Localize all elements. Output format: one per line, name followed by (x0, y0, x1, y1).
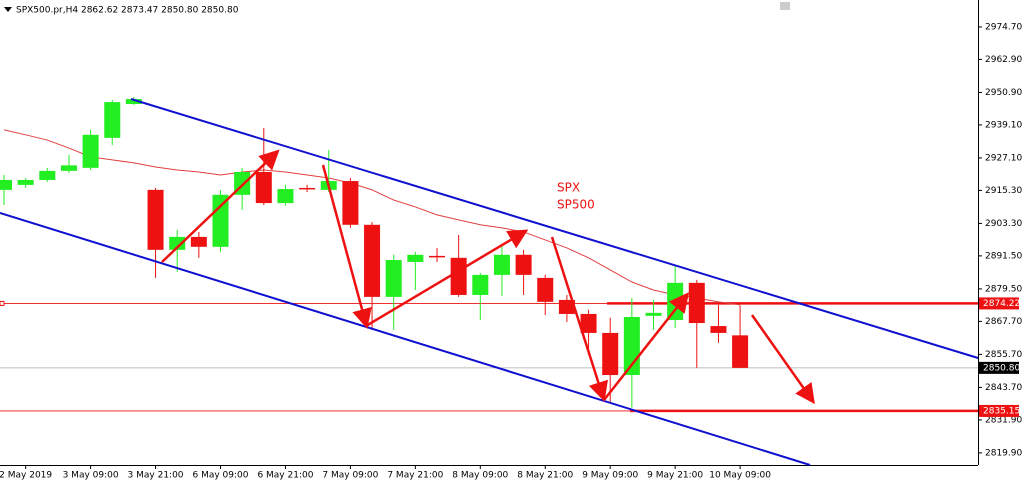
arrow (550, 236, 608, 402)
candle-body (450, 257, 467, 295)
arrows (161, 149, 815, 405)
candle-body (580, 313, 597, 333)
y-tick-label: 2950.90 (985, 88, 1022, 98)
y-tick-label: 2819.90 (985, 448, 1022, 458)
x-tick-label: 3 May 09:00 (63, 471, 119, 481)
window-icon (780, 2, 790, 10)
x-tick-label: 10 May 09:00 (709, 471, 771, 481)
moving-average (3, 129, 741, 306)
y-tick-label: 2927.10 (985, 153, 1022, 163)
y-tick-label: 2903.30 (985, 219, 1022, 229)
candle-body (104, 102, 121, 138)
y-tick-label: 2831.90 (985, 415, 1022, 425)
y-tick-label: 2843.70 (985, 383, 1022, 393)
y-tick-label: 2879.50 (985, 284, 1022, 294)
candle-body (732, 335, 749, 368)
candle-body (364, 224, 381, 297)
channel-upper (130, 98, 979, 359)
y-tick-label: 2974.70 (985, 22, 1022, 32)
candle-body (82, 134, 99, 168)
candle-body (537, 277, 554, 302)
x-tick-label: 2 May 2019 (0, 471, 52, 481)
candle-body (60, 165, 77, 171)
x-tick-label: 8 May 09:00 (452, 471, 508, 481)
candle-body (342, 181, 359, 225)
level-tag (979, 361, 1019, 374)
candle-body (277, 189, 294, 204)
y-tick-label: 2962.90 (985, 55, 1022, 65)
x-tick-label: 9 May 21:00 (647, 471, 703, 481)
arrow (365, 229, 529, 328)
candle-body (0, 179, 12, 190)
candle-body (39, 170, 56, 180)
candle-body (602, 332, 619, 376)
level-label: 2835.15 (983, 406, 1020, 416)
x-tick-label: 6 May 09:00 (193, 471, 249, 481)
arrow (750, 314, 815, 405)
candle-body (169, 236, 186, 250)
menu-marker (4, 7, 12, 12)
annotation: SPX (557, 181, 580, 195)
candle-body (558, 299, 575, 314)
candle-body (190, 236, 207, 247)
x-tick-label: 8 May 21:00 (517, 471, 573, 481)
level-tag (979, 297, 1019, 310)
candle-body (147, 189, 164, 250)
candle-body (688, 282, 705, 324)
y-tick-label: 2891.50 (985, 251, 1022, 261)
level-label: 2850.80 (983, 363, 1020, 373)
x-tick-label: 9 May 09:00 (582, 471, 638, 481)
y-tick-label: 2939.10 (985, 120, 1022, 130)
candle-body (645, 312, 662, 316)
arrow (321, 164, 372, 329)
level-anchor (0, 300, 5, 306)
candle-body (212, 194, 229, 247)
channel-lower (0, 212, 811, 466)
y-tick-label: 2855.70 (985, 350, 1022, 360)
y-tick-label: 2915.30 (985, 186, 1022, 196)
candle-body (710, 326, 727, 333)
annotation: SP500 (557, 198, 595, 212)
drawings (0, 98, 979, 466)
y-tick-label: 2867.70 (985, 317, 1022, 327)
candle-body (17, 179, 34, 185)
level-tag (979, 404, 1019, 417)
candle-body (429, 255, 445, 258)
candle-body (125, 99, 142, 105)
x-tick-label: 3 May 21:00 (128, 471, 184, 481)
x-tick-label: 6 May 21:00 (257, 471, 313, 481)
candle-body (299, 187, 316, 190)
candle-body (255, 171, 272, 204)
candle-body (407, 254, 424, 262)
candle-body (472, 274, 489, 295)
candle-body (385, 260, 402, 297)
candle-body (515, 254, 532, 275)
level-label: 2874.22 (983, 299, 1020, 309)
arrow (603, 292, 690, 401)
candle-body (493, 254, 510, 275)
x-tick-label: 7 May 09:00 (322, 471, 378, 481)
arrow (161, 149, 280, 263)
chart-title: SPX500.pr,H4 2862.62 2873.47 2850.80 285… (16, 6, 239, 16)
x-tick-label: 7 May 21:00 (387, 471, 443, 481)
